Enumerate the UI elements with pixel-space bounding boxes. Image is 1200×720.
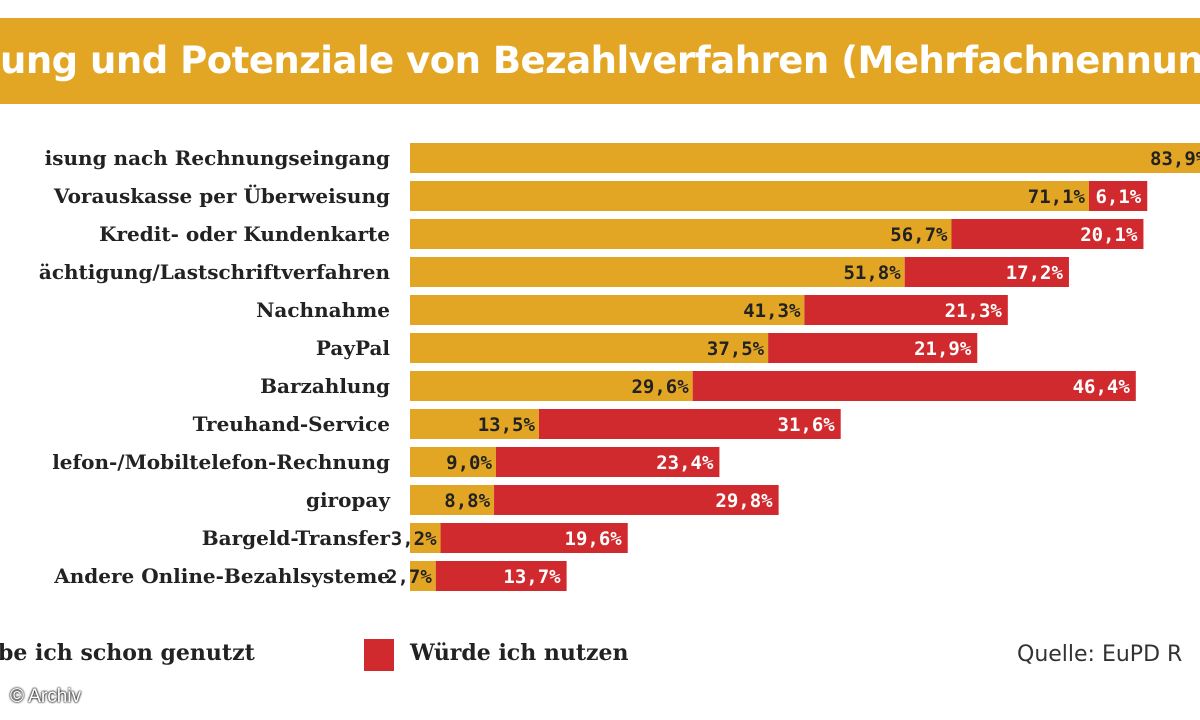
value-label-used: 41,3% [743,300,801,322]
bar-would-use [435,561,567,591]
bar-would-use [538,409,841,439]
bar-used [410,561,436,591]
value-label-would-use: 17,2% [1006,262,1064,284]
chart-title: ung und Potenziale von Bezahlverfahren (… [0,39,1200,82]
value-label-would-use: 31,6% [778,414,836,436]
bar-used [410,485,495,515]
legend-swatch-would-use [364,639,394,671]
value-label-would-use: 19,6% [565,528,623,550]
bar-would-use [804,295,1008,325]
bar-would-use [494,485,779,515]
bar-would-use [768,333,978,363]
category-label: Bargeld-Transfer [202,526,391,550]
bar-used [410,295,805,325]
bar-used [410,143,1200,173]
category-label: isung nach Rechnungseingang [45,146,390,170]
value-label-used: 37,5% [707,338,765,360]
category-label: PayPal [316,336,391,360]
legend-label-would-use: Würde ich nutzen [410,640,629,666]
value-label-used: 29,6% [631,376,689,398]
value-label-would-use: 20,1% [1080,224,1138,246]
value-label-used: 3,2% [391,528,437,550]
bar-would-use [440,523,628,553]
bar-would-use [495,447,720,477]
bar-used [410,523,441,553]
value-label-would-use: 13,7% [503,566,561,588]
value-label-would-use: 21,9% [914,338,972,360]
legend-label-used: be ich schon genutzt [0,640,255,666]
category-label: ächtigung/Lastschriftverfahren [39,260,391,284]
value-label-used: 8,8% [444,490,490,512]
value-label-used: 71,1% [1028,186,1086,208]
bar-used [410,219,952,249]
category-label: Kredit- oder Kundenkarte [99,222,390,246]
value-label-used: 83,9% [1150,148,1200,170]
title-bar [0,18,1200,104]
source-note: Quelle: EuPD R [1017,642,1183,667]
bar-would-use [692,371,1136,401]
category-label: Nachnahme [256,298,390,322]
bar-would-use [1089,181,1148,211]
value-label-used: 9,0% [446,452,492,474]
copyright: © Archiv [10,686,82,707]
category-label: Vorauskasse per Überweisung [53,183,390,208]
category-label: giropay [306,488,391,512]
bar-used [410,257,905,287]
bar-used [410,447,496,477]
value-label-would-use: 29,8% [715,490,773,512]
category-label: Andere Online-Bezahlsysteme [53,564,390,588]
value-label-used: 13,5% [478,414,536,436]
value-label-would-use: 46,4% [1073,376,1131,398]
category-label: lefon-/Mobiltelefon-Rechnung [52,450,390,474]
value-label-would-use: 6,1% [1095,186,1141,208]
value-label-used: 51,8% [843,262,901,284]
bar-used [410,333,769,363]
value-label-used: 2,7% [386,566,432,588]
value-label-would-use: 21,3% [945,300,1003,322]
value-label-would-use: 23,4% [656,452,714,474]
bar-used [410,181,1090,211]
category-label: Treuhand-Service [193,412,390,436]
value-label-used: 56,7% [890,224,948,246]
bar-used [410,409,539,439]
bar-would-use [951,219,1144,249]
bar-used [410,371,693,401]
bar-would-use [904,257,1069,287]
category-label: Barzahlung [260,374,390,398]
